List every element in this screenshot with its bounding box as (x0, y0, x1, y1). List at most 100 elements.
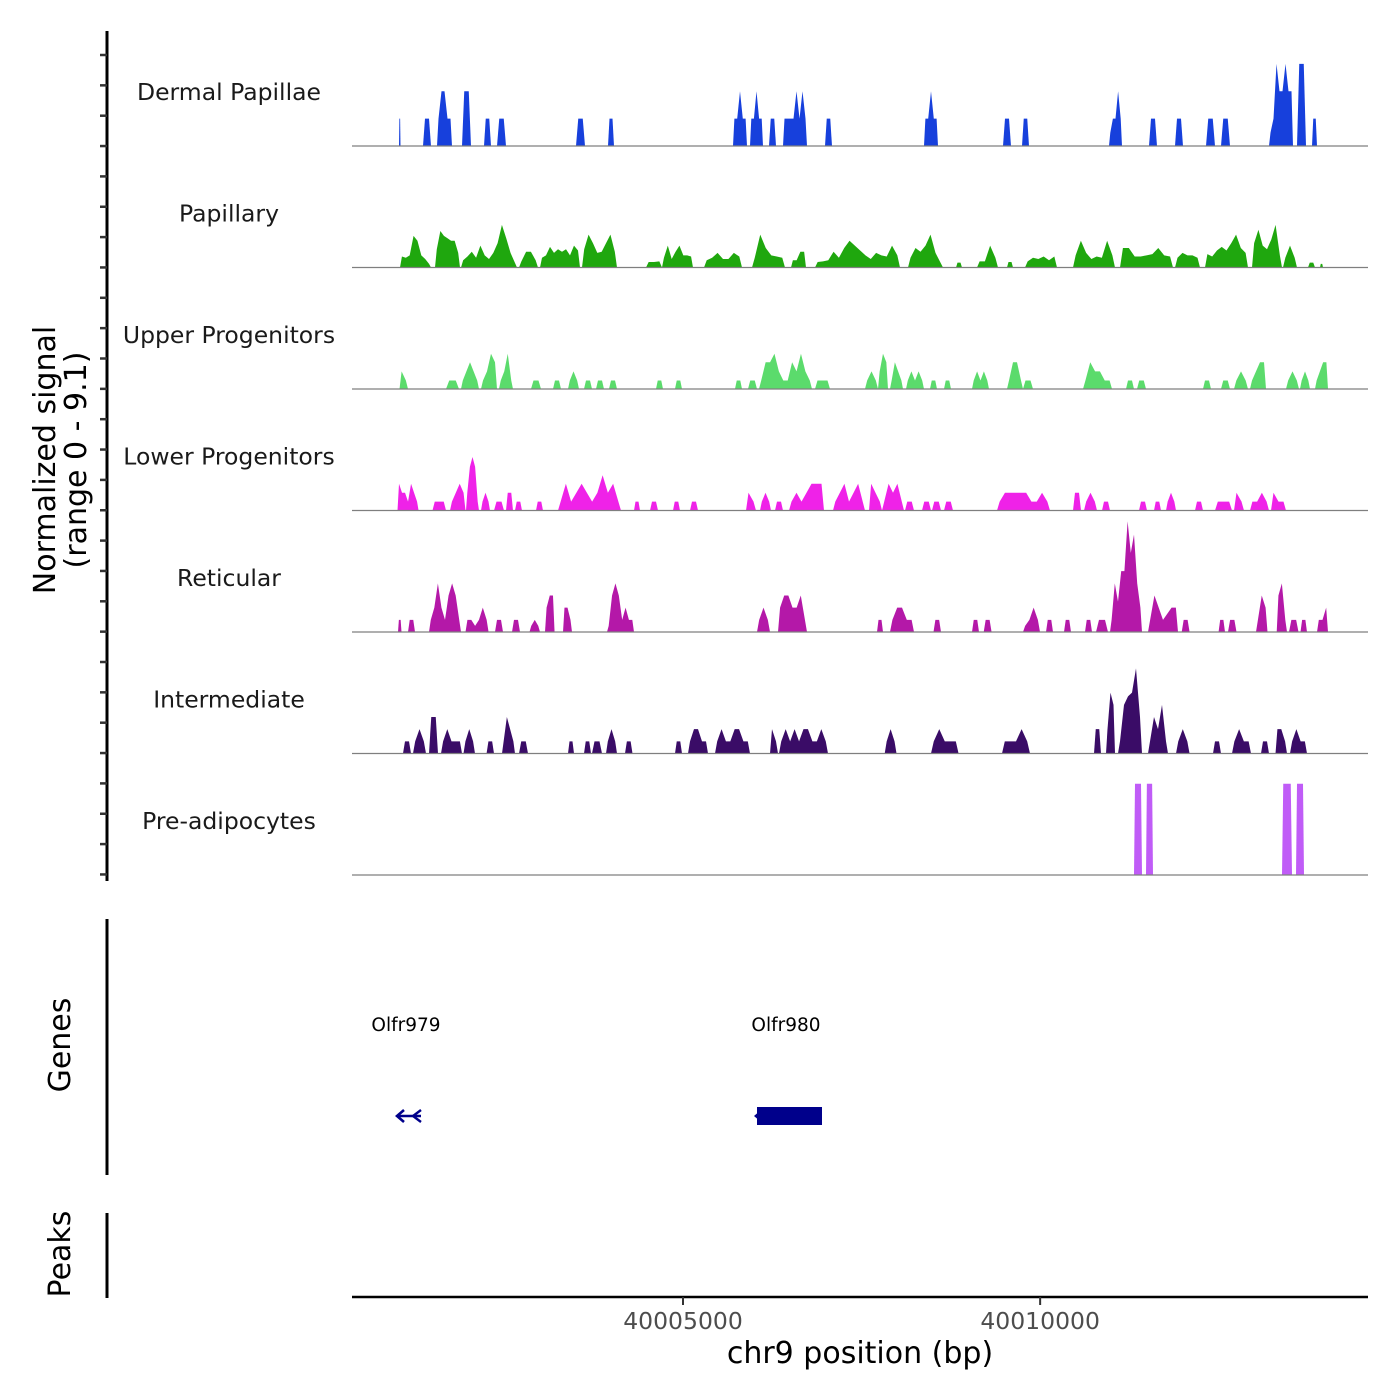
signal-peak (1007, 362, 1023, 389)
track-papillary: Papillary (179, 200, 1368, 269)
track-y-axis-ticks (100, 53, 107, 876)
signal-peak (1320, 263, 1323, 268)
gene-exon (757, 1107, 822, 1125)
signal-peak (770, 729, 778, 754)
signal-peak (463, 729, 475, 754)
signal-peak (1084, 492, 1097, 511)
signal-peak (882, 483, 904, 511)
track-label: Upper Progenitors (123, 321, 335, 349)
signal-peak (609, 380, 617, 389)
signal-peak (688, 729, 708, 754)
signal-peak (1271, 492, 1286, 511)
signal-peak (825, 118, 832, 146)
signal-peak (1283, 245, 1297, 268)
signal-peak (1218, 619, 1225, 632)
track-y-axis (100, 31, 109, 881)
x-tick-label: 40005000 (623, 1307, 743, 1335)
track-label: Lower Progenitors (123, 443, 334, 471)
signal-peak (563, 607, 572, 632)
signal-peak (924, 91, 938, 146)
signal-peak (1256, 595, 1268, 632)
track-reticular: Reticular (177, 521, 1368, 633)
gene-annotations: Olfr979 Olfr980 (371, 1015, 822, 1125)
track-label: Reticular (177, 564, 281, 592)
signal-peak (596, 380, 604, 389)
signal-peak (1109, 91, 1122, 146)
track-dermal-papillae: Dermal Papillae (137, 63, 1368, 147)
signal-peak (1096, 619, 1108, 632)
signal-peak (435, 231, 460, 268)
signal-peak (1261, 741, 1269, 754)
signal-peak (791, 251, 806, 268)
signal-peak (558, 475, 621, 511)
signal-peak (399, 118, 401, 146)
signal-peak (625, 741, 633, 754)
signal-peak (584, 380, 592, 389)
signal-peak (519, 251, 538, 268)
strand-tail-icon (411, 1109, 422, 1123)
signal-peak (1221, 380, 1230, 389)
signal-peak (1064, 619, 1071, 632)
signal-peak (446, 380, 459, 389)
genes-panel-title: Genes (43, 998, 78, 1093)
signal-peak (1139, 501, 1147, 511)
signal-peak (607, 583, 634, 632)
signal-peak (944, 380, 951, 389)
signal-peak (931, 729, 959, 754)
signal-peak (1118, 668, 1142, 754)
signal-peak (906, 371, 924, 389)
signal-peak (1073, 240, 1115, 268)
signal-peak (748, 380, 757, 389)
signal-peak (400, 235, 431, 268)
signal-peak (429, 717, 438, 754)
signal-peak (908, 234, 943, 268)
signal-peak (568, 371, 579, 389)
signal-peak (1213, 741, 1221, 754)
signal-peak (1022, 118, 1029, 146)
signal-peak (1154, 501, 1161, 511)
signal-peak (466, 456, 479, 511)
signal-peak (432, 501, 446, 511)
signal-peak (1297, 63, 1306, 146)
signal-peak (506, 492, 513, 511)
y-axis-title-line-1: Normalized signal (28, 326, 63, 594)
signal-peak (1023, 380, 1033, 389)
signal-peak (1275, 729, 1287, 754)
signal-peak (403, 741, 411, 754)
signal-peak (1046, 619, 1053, 632)
signal-peak (890, 362, 903, 389)
signal-peak (413, 729, 426, 754)
signal-peak (757, 607, 770, 632)
signal-peak (972, 619, 979, 632)
signal-peak (1276, 583, 1287, 632)
signal-peak (495, 619, 503, 632)
signal-peak (650, 501, 658, 511)
signal-peak (815, 380, 830, 389)
signal-peak (983, 619, 992, 632)
signal-peak (972, 371, 989, 389)
signal-peak (512, 619, 520, 632)
signal-peak (815, 240, 900, 268)
signal-peak (1007, 262, 1013, 268)
signal-peak (1286, 371, 1299, 389)
signal-peak (1073, 492, 1081, 511)
signal-peak (1002, 729, 1030, 754)
x-tick-label: 40010000 (980, 1307, 1100, 1335)
x-axis: 40005000 40010000 chr9 position (bp) (352, 1295, 1368, 1371)
signal-peak (399, 371, 408, 389)
signal-peak (608, 118, 614, 146)
signal-peak (1232, 729, 1251, 754)
strand-arrow-icon (395, 1109, 405, 1123)
signal-peak (1120, 248, 1173, 268)
signal-peak (704, 252, 742, 268)
signal-peak (1175, 252, 1200, 268)
signal-peak (1290, 729, 1307, 754)
signal-peak (1289, 619, 1299, 632)
signal-peak (398, 619, 402, 632)
track-pre-adipocytes: Pre-adipocytes (142, 783, 1368, 876)
signal-peak (1205, 234, 1248, 268)
signal-peak (531, 380, 541, 389)
signal-peak (540, 245, 580, 268)
signal-peak (905, 501, 914, 511)
